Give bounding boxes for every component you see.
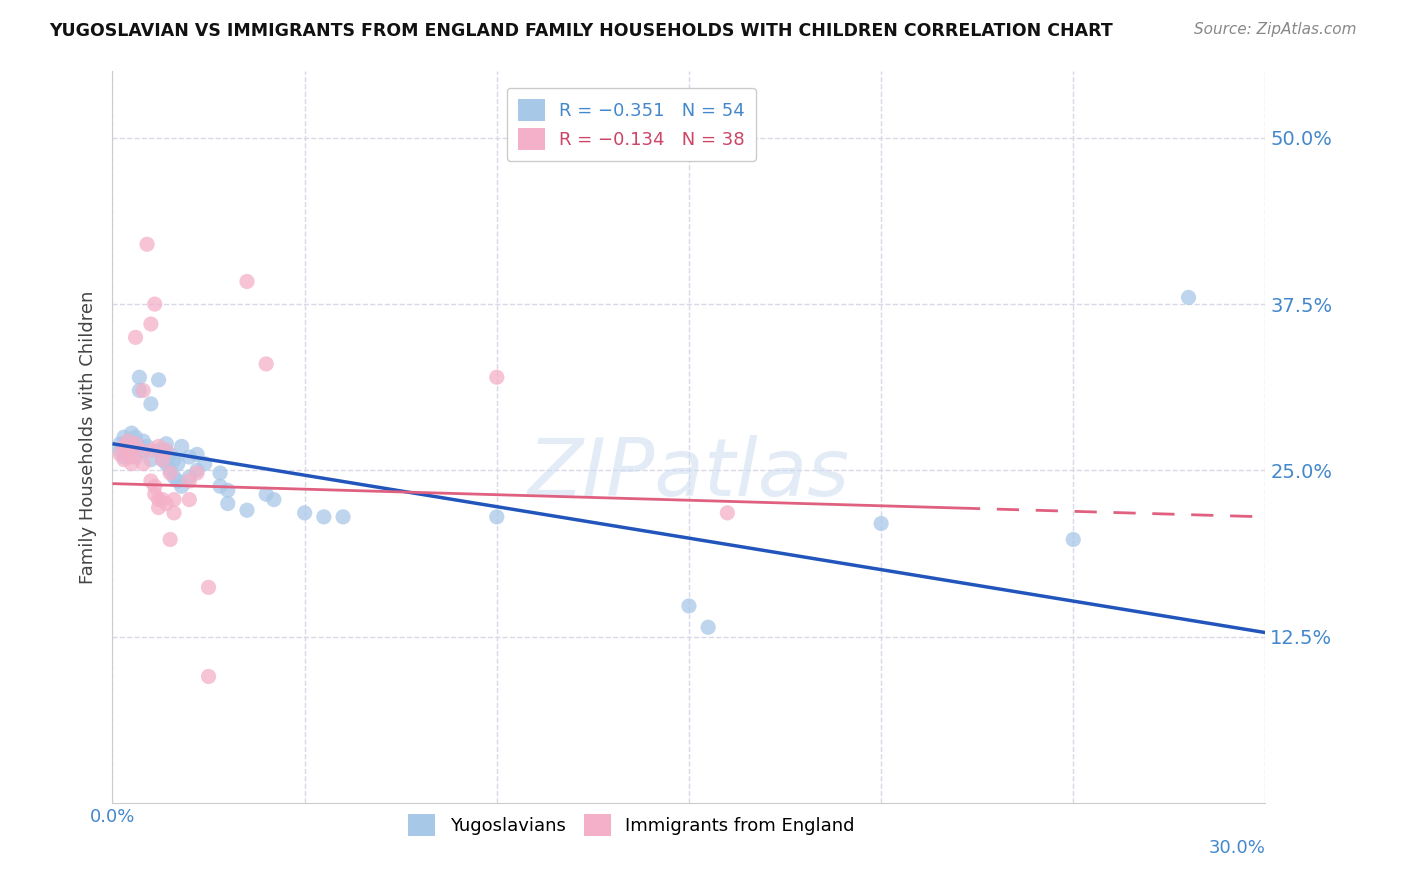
Point xyxy=(155,497,177,511)
Point xyxy=(139,397,162,411)
Point xyxy=(152,443,174,458)
Point xyxy=(179,474,201,488)
Point xyxy=(152,492,174,507)
Point xyxy=(152,452,174,467)
Point xyxy=(128,443,150,458)
Point xyxy=(128,439,150,453)
Point xyxy=(870,516,893,531)
Point xyxy=(124,436,146,450)
Point xyxy=(186,447,208,461)
Point xyxy=(117,434,139,448)
Point xyxy=(194,457,217,471)
Point xyxy=(124,450,146,464)
Point xyxy=(117,439,139,453)
Point xyxy=(716,506,738,520)
Point xyxy=(485,370,508,384)
Point xyxy=(209,466,232,480)
Point xyxy=(132,434,155,448)
Point xyxy=(136,439,159,453)
Point xyxy=(159,463,181,477)
Point xyxy=(217,483,239,498)
Point xyxy=(148,492,170,507)
Point xyxy=(121,457,143,471)
Point xyxy=(163,492,186,507)
Point xyxy=(163,452,186,467)
Point xyxy=(139,452,162,467)
Point xyxy=(108,443,131,458)
Point xyxy=(170,479,193,493)
Point xyxy=(121,426,143,441)
Point xyxy=(254,487,277,501)
Point xyxy=(254,357,277,371)
Point xyxy=(485,509,508,524)
Point xyxy=(263,492,285,507)
Point xyxy=(117,434,139,448)
Point xyxy=(1062,533,1084,547)
Point xyxy=(179,450,201,464)
Point xyxy=(143,487,166,501)
Point xyxy=(128,370,150,384)
Point xyxy=(197,580,219,594)
Point xyxy=(697,620,720,634)
Point xyxy=(112,452,135,467)
Text: ZIPatlas: ZIPatlas xyxy=(527,434,851,513)
Point xyxy=(209,479,232,493)
Point xyxy=(166,474,188,488)
Point xyxy=(112,439,135,453)
Point xyxy=(678,599,700,613)
Point xyxy=(312,509,335,524)
Point xyxy=(121,443,143,458)
Point xyxy=(132,384,155,398)
Point xyxy=(170,439,193,453)
Point xyxy=(186,463,208,477)
Point xyxy=(217,497,239,511)
Point xyxy=(332,509,354,524)
Point xyxy=(186,466,208,480)
Point xyxy=(155,443,177,458)
Point xyxy=(179,492,201,507)
Point xyxy=(108,436,131,450)
Point xyxy=(132,457,155,471)
Point xyxy=(155,457,177,471)
Point xyxy=(236,503,259,517)
Point xyxy=(294,506,316,520)
Point xyxy=(148,373,170,387)
Point xyxy=(139,317,162,331)
Point xyxy=(139,443,162,458)
Point xyxy=(159,533,181,547)
Point xyxy=(139,474,162,488)
Text: 30.0%: 30.0% xyxy=(1209,839,1265,857)
Point xyxy=(117,443,139,458)
Point xyxy=(152,452,174,467)
Point xyxy=(143,479,166,493)
Point xyxy=(121,436,143,450)
Text: Source: ZipAtlas.com: Source: ZipAtlas.com xyxy=(1194,22,1357,37)
Y-axis label: Family Households with Children: Family Households with Children xyxy=(79,291,97,583)
Point xyxy=(236,275,259,289)
Point xyxy=(179,470,201,484)
Point xyxy=(163,470,186,484)
Point xyxy=(148,439,170,453)
Text: YUGOSLAVIAN VS IMMIGRANTS FROM ENGLAND FAMILY HOUSEHOLDS WITH CHILDREN CORRELATI: YUGOSLAVIAN VS IMMIGRANTS FROM ENGLAND F… xyxy=(49,22,1114,40)
Legend: Yugoslavians, Immigrants from England: Yugoslavians, Immigrants from England xyxy=(401,807,862,844)
Point xyxy=(128,384,150,398)
Point xyxy=(132,443,155,458)
Point xyxy=(155,436,177,450)
Point xyxy=(159,466,181,480)
Point xyxy=(124,330,146,344)
Point xyxy=(166,457,188,471)
Point xyxy=(136,237,159,252)
Point xyxy=(197,669,219,683)
Point xyxy=(124,430,146,444)
Point xyxy=(159,447,181,461)
Point xyxy=(121,450,143,464)
Point xyxy=(1177,290,1199,304)
Point xyxy=(148,500,170,515)
Point xyxy=(148,443,170,458)
Point xyxy=(108,447,131,461)
Point xyxy=(112,430,135,444)
Point xyxy=(143,297,166,311)
Point xyxy=(163,506,186,520)
Point xyxy=(112,450,135,464)
